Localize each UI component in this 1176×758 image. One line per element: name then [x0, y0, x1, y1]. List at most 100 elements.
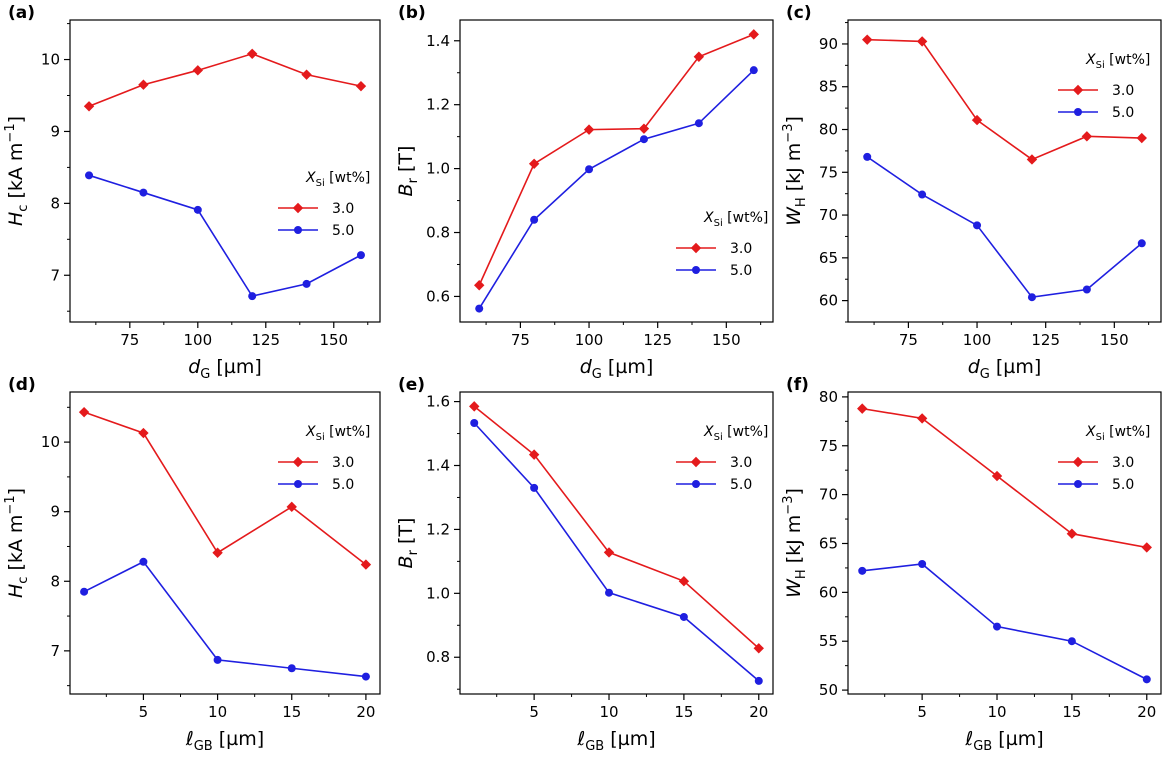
data-point — [78, 406, 90, 418]
legend-title: XSi [wt%] — [703, 210, 768, 229]
series-line — [88, 52, 362, 108]
legend-label: 3.0 — [1112, 83, 1134, 99]
data-point — [248, 292, 257, 301]
x-tick-label: 100 — [963, 331, 992, 349]
legend-title: XSi [wt%] — [305, 424, 370, 443]
legend-title: XSi [wt%] — [1085, 424, 1150, 443]
x-tick-label: 100 — [575, 331, 604, 349]
panel-label: (e) — [398, 375, 425, 395]
y-tick-label: 50 — [819, 681, 838, 699]
data-point — [192, 65, 204, 76]
y-tick-label: 70 — [819, 486, 838, 504]
x-axis-label: ℓGB [µm] — [964, 728, 1043, 754]
y-tick-label: 7 — [50, 266, 60, 284]
legend-marker — [294, 226, 302, 234]
series-3.0 — [78, 406, 372, 570]
y-tick-label: 9 — [50, 503, 60, 521]
series-5.0 — [85, 171, 365, 301]
data-point — [639, 135, 648, 144]
panel-label: (f) — [786, 375, 809, 395]
x-tick-label: 75 — [511, 331, 530, 349]
legend-marker — [692, 480, 700, 488]
data-point — [585, 165, 594, 174]
legend: XSi [wt%] 3.0 5.0 — [278, 170, 370, 239]
series-line — [867, 38, 1142, 161]
legend-marker — [292, 202, 304, 214]
data-point — [694, 119, 703, 128]
data-point — [748, 29, 759, 40]
data-point — [638, 123, 650, 134]
y-tick-label: 9 — [50, 122, 60, 140]
x-tick-label: 125 — [1031, 331, 1060, 349]
legend-label: 5.0 — [1112, 105, 1134, 121]
y-axis-label: Hc [kA m−1] — [3, 116, 31, 226]
x-tick-label: 5 — [917, 703, 927, 721]
x-axis-label: ℓGB [µm] — [576, 728, 655, 754]
data-point — [475, 304, 484, 313]
data-point — [213, 655, 222, 664]
data-point — [1082, 285, 1091, 294]
series-3.0 — [862, 34, 1147, 165]
data-point — [1137, 239, 1146, 248]
legend: XSi [wt%] 3.0 5.0 — [1058, 52, 1150, 121]
data-point — [678, 575, 690, 587]
data-point — [470, 418, 479, 427]
series-line — [83, 560, 366, 678]
x-tick-label: 10 — [987, 703, 1006, 721]
legend-label: 3.0 — [332, 201, 354, 217]
data-point — [857, 403, 868, 414]
legend-label: 5.0 — [730, 263, 752, 279]
panel-c: 75 100 125 150 60 65 70 75 80 85 90 (c) dG [µm] WH [k… — [781, 3, 1162, 382]
data-point — [80, 587, 89, 596]
data-point — [301, 69, 312, 80]
x-tick-label: 10 — [208, 703, 227, 721]
legend: XSi [wt%] 3.0 5.0 — [676, 424, 768, 493]
data-point — [1081, 131, 1093, 142]
data-point — [139, 557, 148, 566]
series-line — [478, 69, 755, 309]
x-tick-label: 150 — [712, 331, 741, 349]
data-point — [1067, 637, 1076, 646]
data-point — [693, 51, 705, 62]
y-tick-label: 1.0 — [426, 160, 450, 178]
legend-label: 3.0 — [730, 241, 752, 257]
y-tick-label: 1.2 — [426, 96, 450, 114]
data-point — [1026, 154, 1038, 165]
y-tick-label: 1.0 — [426, 584, 450, 602]
legend: XSi [wt%] 3.0 5.0 — [676, 210, 768, 279]
panel-f: 5 10 15 20 50 55 60 65 70 75 80 (f) ℓGB [µm] WH [kJ m… — [781, 375, 1162, 754]
data-point — [287, 664, 296, 673]
legend-marker — [1072, 84, 1084, 96]
data-point — [530, 215, 539, 224]
y-tick-label: 10 — [41, 433, 60, 451]
legend-marker — [294, 480, 302, 488]
y-tick-label: 85 — [819, 78, 838, 96]
y-tick-label: 70 — [819, 206, 838, 224]
data-point — [474, 280, 485, 291]
panel-a: 75 100 125 150 7 8 9 10 (a) dG [µm] Hc [kA m−1] XSi… — [3, 3, 381, 382]
data-point — [530, 483, 539, 492]
x-tick-label: 125 — [251, 331, 280, 349]
series-5.0 — [80, 557, 370, 681]
x-tick-label: 20 — [1137, 703, 1156, 721]
y-tick-label: 1.4 — [426, 32, 450, 50]
y-tick-label: 80 — [819, 388, 838, 406]
x-axis-label: dG [µm] — [580, 356, 654, 382]
data-point — [679, 612, 688, 621]
data-point — [355, 80, 367, 92]
legend-marker — [292, 456, 304, 468]
x-tick-label: 5 — [529, 703, 539, 721]
series-5.0 — [863, 152, 1146, 302]
data-point — [193, 205, 202, 214]
legend: XSi [wt%] 3.0 5.0 — [1058, 424, 1150, 493]
x-tick-label: 20 — [356, 703, 375, 721]
axes-frame — [847, 19, 1162, 323]
data-point — [603, 547, 615, 558]
data-point — [605, 588, 614, 597]
data-point — [528, 449, 540, 460]
series-3.0 — [857, 403, 1152, 553]
data-point — [916, 36, 928, 47]
x-axis-label: dG [µm] — [968, 356, 1042, 382]
data-point — [973, 221, 982, 230]
legend-marker — [690, 456, 702, 468]
